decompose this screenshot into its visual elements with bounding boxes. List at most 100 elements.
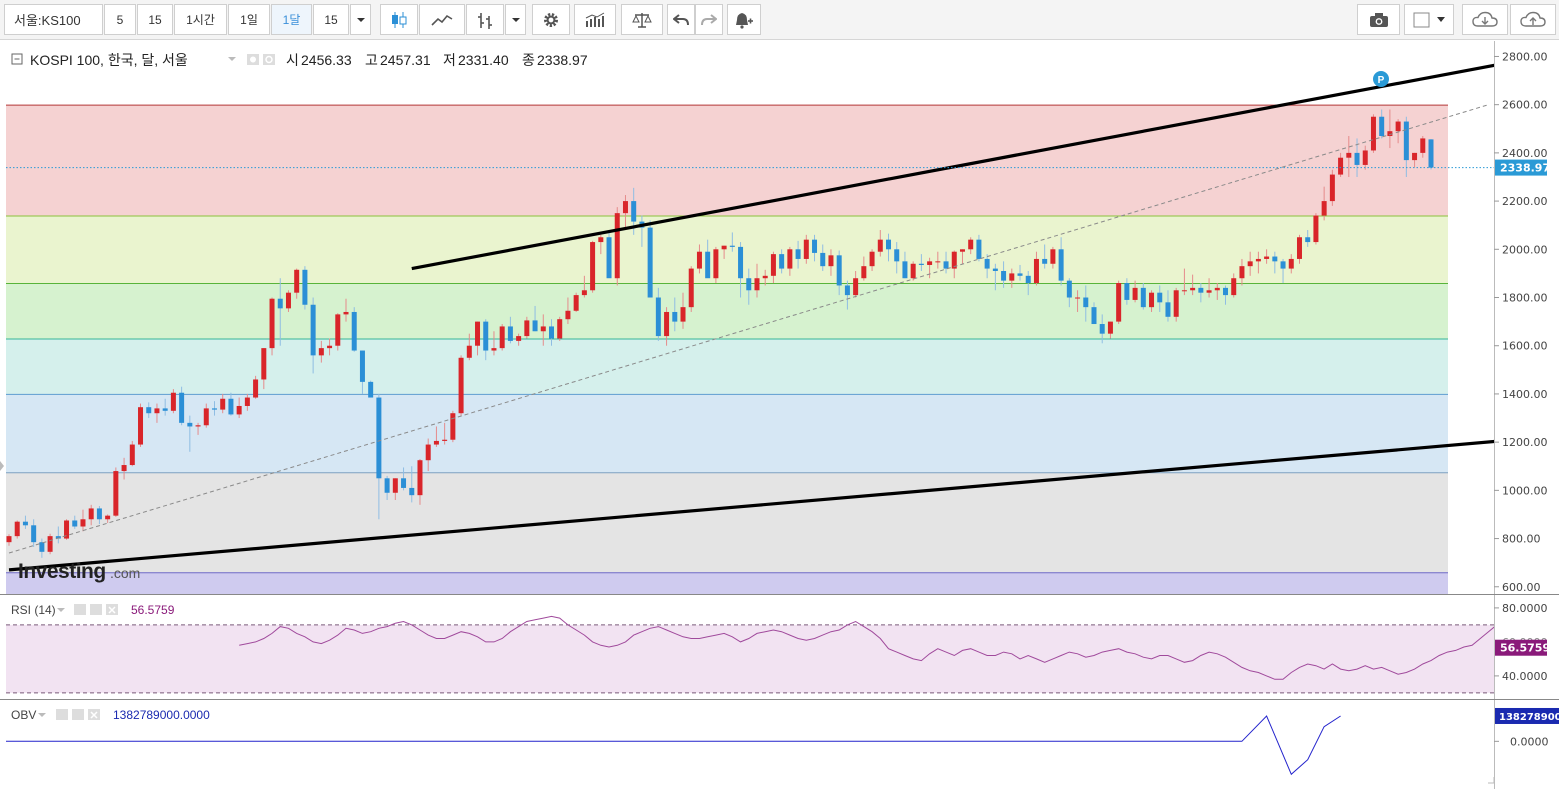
interval-5m-button[interactable]: 5 <box>104 4 136 35</box>
candle-body <box>1403 121 1409 161</box>
chevron-down-icon[interactable] <box>38 713 46 717</box>
visibility-icon[interactable] <box>74 604 86 615</box>
candle-body <box>195 425 201 427</box>
interval-label: 15 <box>324 12 338 27</box>
candle-body <box>1009 273 1015 281</box>
candle-body <box>302 269 308 305</box>
event-marker[interactable]: P <box>1373 71 1389 87</box>
toolbar: 서울:KS100 5 15 1시간 1일 1달 15 <box>0 0 1559 40</box>
upper-channel-trendline[interactable] <box>411 54 1555 271</box>
line-chart-button[interactable] <box>419 4 465 35</box>
candle-body <box>1181 290 1187 292</box>
ohlc-bars-icon <box>478 12 492 29</box>
interval-dropdown-button[interactable] <box>350 4 371 35</box>
indicators-button[interactable] <box>574 4 616 35</box>
candle-body <box>1124 283 1130 300</box>
symbol-search-input[interactable]: 서울:KS100 <box>4 4 103 35</box>
candle-body <box>565 310 571 320</box>
candle-body <box>507 326 513 341</box>
interval-label: 15 <box>148 12 162 27</box>
candle-body <box>253 379 259 398</box>
event-marker-icon <box>1373 71 1389 87</box>
candle-body <box>96 508 102 520</box>
bars-chart-button[interactable] <box>466 4 504 35</box>
chevron-down-icon <box>511 17 520 22</box>
interval-custom-button[interactable]: 15 <box>313 4 349 35</box>
candle-body <box>590 242 596 291</box>
obv-tick-label: 0.0000 <box>1510 735 1549 748</box>
interval-label: 1달 <box>282 13 301 27</box>
price-tick-label: 800.00 <box>1502 533 1541 546</box>
chevron-down-icon[interactable] <box>57 608 65 612</box>
settings-button[interactable] <box>532 4 570 35</box>
candle-body <box>762 275 768 279</box>
collapse-icon[interactable] <box>11 53 23 65</box>
compare-button[interactable] <box>621 4 663 35</box>
candle-body <box>729 245 735 247</box>
color-swatch-icon <box>1413 12 1445 27</box>
candle-body <box>376 397 382 479</box>
candle-body <box>532 320 538 332</box>
redo-button[interactable] <box>695 4 723 35</box>
interval-1d-button[interactable]: 1일 <box>228 4 270 35</box>
trendlines[interactable] <box>6 54 1559 572</box>
save-layout-button[interactable] <box>1510 4 1556 35</box>
candle-body <box>754 278 760 291</box>
candle-body <box>598 237 604 243</box>
price-axis[interactable]: 2800.00 2600.00 2400.00 2200.00 2000.00 1800.… <box>1494 50 1550 594</box>
line-chart-icon <box>431 14 453 26</box>
candle-body <box>1231 278 1237 296</box>
candle-body <box>746 278 752 291</box>
resize-handle[interactable] <box>1488 777 1495 784</box>
candles-type-button[interactable] <box>380 4 418 35</box>
visibility-icon[interactable] <box>56 709 68 720</box>
chart-type-dropdown-button[interactable] <box>505 4 526 35</box>
gear-icon[interactable] <box>263 54 275 65</box>
gear-icon[interactable] <box>72 709 84 720</box>
candle-body <box>1280 261 1286 269</box>
interval-1month-button[interactable]: 1달 <box>271 4 312 35</box>
close-label: 종 <box>522 52 535 68</box>
candle-body <box>1058 249 1064 281</box>
fibonacci-retracement[interactable] <box>6 104 1448 594</box>
candle-body <box>433 440 439 445</box>
left-scroll-handle[interactable] <box>0 461 4 471</box>
candle-body <box>384 478 390 493</box>
price-tick-label: 1600.00 <box>1502 340 1548 353</box>
candle-body <box>1370 116 1376 151</box>
candle-body <box>524 320 530 337</box>
instrument-name: KOSPI 100, 한국, 달, 서울 <box>30 52 188 68</box>
interval-1h-button[interactable]: 1시간 <box>174 4 227 35</box>
diagonal-trendline[interactable] <box>8 104 1489 554</box>
chevron-down-icon[interactable] <box>228 57 236 61</box>
interval-15m-button[interactable]: 15 <box>137 4 173 35</box>
gear-icon[interactable] <box>90 604 102 615</box>
candle-body <box>1255 258 1261 262</box>
undo-icon <box>673 13 689 25</box>
high-label: 고 <box>365 52 378 68</box>
chart-area[interactable]: 2800.00 2600.00 2400.00 2200.00 2000.00 1800.… <box>0 41 1559 789</box>
screenshot-button[interactable] <box>1357 4 1400 35</box>
candle-body <box>22 521 28 526</box>
alert-button[interactable] <box>727 4 761 35</box>
last-price-label: 2338.97 <box>1500 162 1550 175</box>
candle-body <box>64 520 70 539</box>
candle-body <box>516 336 522 341</box>
fib-band <box>6 104 1448 216</box>
candle-body <box>335 314 341 346</box>
candle-body <box>179 392 185 423</box>
color-picker-button[interactable] <box>1404 4 1454 35</box>
load-layout-button[interactable] <box>1462 4 1508 35</box>
low-value: 2331.40 <box>458 52 509 68</box>
cloud-download-icon <box>1472 11 1498 27</box>
lower-channel-trendline[interactable] <box>8 435 1559 572</box>
candle-body <box>779 254 785 269</box>
high-value: 2457.31 <box>380 52 431 68</box>
undo-button[interactable] <box>667 4 695 35</box>
price-tick-label: 2600.00 <box>1502 99 1548 112</box>
candle-body <box>105 515 111 520</box>
candle-body <box>984 258 990 269</box>
candle-body <box>1157 292 1163 303</box>
bell-plus-icon <box>736 12 753 29</box>
candle-body <box>1321 201 1327 216</box>
